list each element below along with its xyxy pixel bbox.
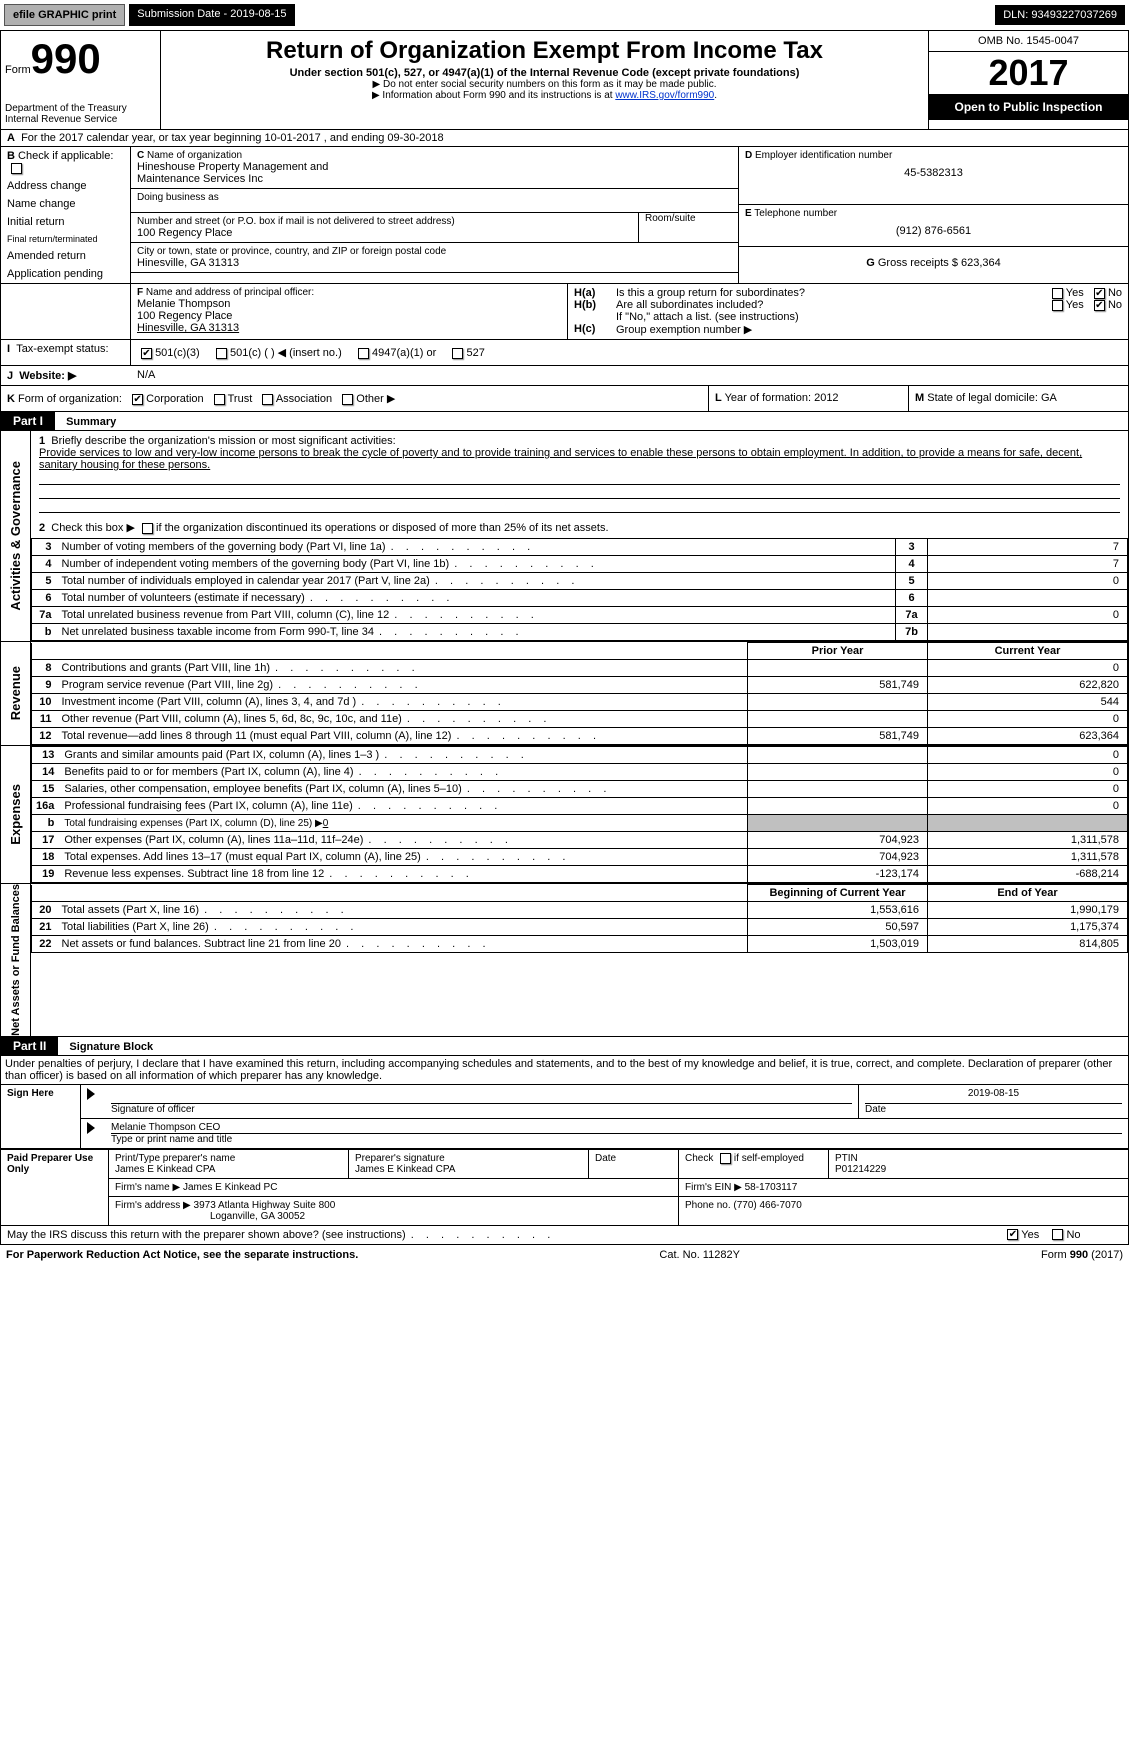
ptin-value: P01214229 [835, 1164, 1122, 1175]
cb-amended: Amended return [1, 247, 130, 265]
k-assoc[interactable] [262, 394, 273, 405]
sign-here-block: Sign Here Signature of officer 2019-08-1… [0, 1084, 1129, 1149]
hb-yes[interactable] [1052, 300, 1063, 311]
dln-box: DLN: 93493227037269 [995, 5, 1125, 25]
phone-value: (912) 876-6561 [745, 225, 1122, 237]
summary-net-assets: Net Assets or Fund Balances Beginning of… [0, 884, 1129, 1037]
website-value: N/A [131, 366, 568, 385]
hb-no[interactable] [1094, 300, 1105, 311]
year-formation: 2012 [814, 392, 838, 404]
irs-label: Internal Revenue Service [5, 114, 156, 125]
i-527[interactable] [452, 348, 463, 359]
summary-activities: Activities & Governance 1 Briefly descri… [0, 431, 1129, 642]
org-name-1: Hineshouse Property Management and [137, 161, 732, 173]
expenses-table: 13Grants and similar amounts paid (Part … [31, 746, 1128, 883]
submission-date-label: Submission Date - [137, 8, 230, 20]
section-b: B Check if applicable: Address change Na… [1, 147, 131, 283]
irs-link[interactable]: www.IRS.gov/form990 [615, 90, 714, 101]
ein-value: 45-5382313 [745, 167, 1122, 179]
cb-name-change: Name change [1, 195, 130, 213]
ha-yes[interactable] [1052, 288, 1063, 299]
form-note2: Information about Form 990 and its instr… [165, 90, 924, 101]
form-title: Return of Organization Exempt From Incom… [165, 37, 924, 65]
header-left: Form990 Department of the Treasury Inter… [1, 31, 161, 129]
summary-revenue: Revenue Prior YearCurrent Year8Contribut… [0, 642, 1129, 746]
i-4947[interactable] [358, 348, 369, 359]
dept-treasury: Department of the Treasury [5, 103, 156, 114]
line-a: A For the 2017 calendar year, or tax yea… [1, 130, 1128, 147]
i-501c3[interactable] [141, 348, 152, 359]
dln-label: DLN: [1003, 9, 1031, 21]
officer-addr2: Hinesville, GA 31313 [137, 322, 561, 334]
firm-addr2: Loganville, GA 30052 [115, 1211, 672, 1222]
gross-receipts: 623,364 [961, 257, 1001, 269]
pen-icon [87, 1122, 95, 1134]
discuss-row: May the IRS discuss this return with the… [0, 1226, 1129, 1245]
declaration: Under penalties of perjury, I declare th… [0, 1056, 1129, 1084]
form-prefix: Form [5, 64, 31, 76]
summary-expenses: Expenses 13Grants and similar amounts pa… [0, 746, 1129, 884]
form-note1: Do not enter social security numbers on … [165, 79, 924, 90]
cb-address-change: Address change [1, 177, 130, 195]
paid-preparer-block: Paid Preparer Use Only Print/Type prepar… [0, 1149, 1129, 1226]
officer-addr1: 100 Regency Place [137, 310, 561, 322]
state-domicile: GA [1041, 392, 1057, 404]
firm-name: James E Kinkead PC [183, 1182, 278, 1193]
section-c: C Name of organization Hineshouse Proper… [131, 147, 738, 283]
submission-date-value: 2019-08-15 [230, 8, 286, 20]
header-right: OMB No. 1545-0047 2017 Open to Public In… [928, 31, 1128, 129]
firm-ein: 58-1703117 [745, 1182, 798, 1193]
preparer-name: James E Kinkead CPA [115, 1164, 342, 1175]
revenue-table: Prior YearCurrent Year8Contributions and… [31, 642, 1128, 745]
street-address: 100 Regency Place [137, 227, 638, 239]
part-1-header: Part I Summary [0, 412, 1129, 431]
k-trust[interactable] [214, 394, 225, 405]
header-center: Return of Organization Exempt From Incom… [161, 31, 928, 129]
submission-date-box: Submission Date - 2019-08-15 [129, 4, 294, 26]
ha-no[interactable] [1094, 288, 1105, 299]
page-footer: For Paperwork Reduction Act Notice, see … [0, 1245, 1129, 1265]
org-name-2: Maintenance Services Inc [137, 173, 732, 185]
self-employed-checkbox[interactable] [720, 1153, 731, 1164]
city-state-zip: Hinesville, GA 31313 [137, 257, 732, 269]
officer-name: Melanie Thompson [137, 298, 561, 310]
cb-final-return: Final return/terminated [1, 231, 130, 247]
discuss-no[interactable] [1052, 1229, 1063, 1240]
preparer-sig: James E Kinkead CPA [355, 1164, 582, 1175]
form-header: Form990 Department of the Treasury Inter… [0, 30, 1129, 130]
section-deg: D Employer identification number 45-5382… [738, 147, 1128, 283]
dln-value: 93493227037269 [1031, 9, 1117, 21]
sign-date: 2019-08-15 [865, 1088, 1122, 1104]
tax-year: 2017 [929, 52, 1128, 94]
top-toolbar: efile GRAPHIC print Submission Date - 20… [0, 0, 1129, 30]
discuss-yes[interactable] [1007, 1229, 1018, 1240]
cb-initial-return: Initial return [1, 213, 130, 231]
part-2-header: Part II Signature Block [0, 1037, 1129, 1056]
net-assets-table: Beginning of Current YearEnd of Year20To… [31, 884, 1128, 953]
efile-print-button[interactable]: efile GRAPHIC print [4, 4, 125, 26]
checkbox-applicable[interactable] [11, 163, 22, 174]
firm-addr1: 3973 Atlanta Highway Suite 800 [194, 1200, 336, 1211]
k-other[interactable] [342, 394, 353, 405]
k-corp[interactable] [132, 394, 143, 405]
mission-text: Provide services to low and very-low inc… [39, 447, 1082, 471]
entity-info: A For the 2017 calendar year, or tax yea… [0, 130, 1129, 412]
pen-icon [87, 1088, 95, 1100]
sig-officer-label: Signature of officer [111, 1104, 852, 1115]
firm-phone: (770) 466-7070 [733, 1200, 801, 1211]
form-number: 990 [31, 35, 101, 82]
cb-pending: Application pending [1, 265, 130, 283]
form-subtitle: Under section 501(c), 527, or 4947(a)(1)… [165, 67, 924, 79]
officer-signed-name: Melanie Thompson CEO [111, 1122, 1122, 1134]
open-inspection: Open to Public Inspection [929, 94, 1128, 120]
omb-number: OMB No. 1545-0047 [929, 31, 1128, 52]
i-501c[interactable] [216, 348, 227, 359]
governance-table: 3Number of voting members of the governi… [31, 538, 1128, 641]
q2-checkbox[interactable] [142, 523, 153, 534]
